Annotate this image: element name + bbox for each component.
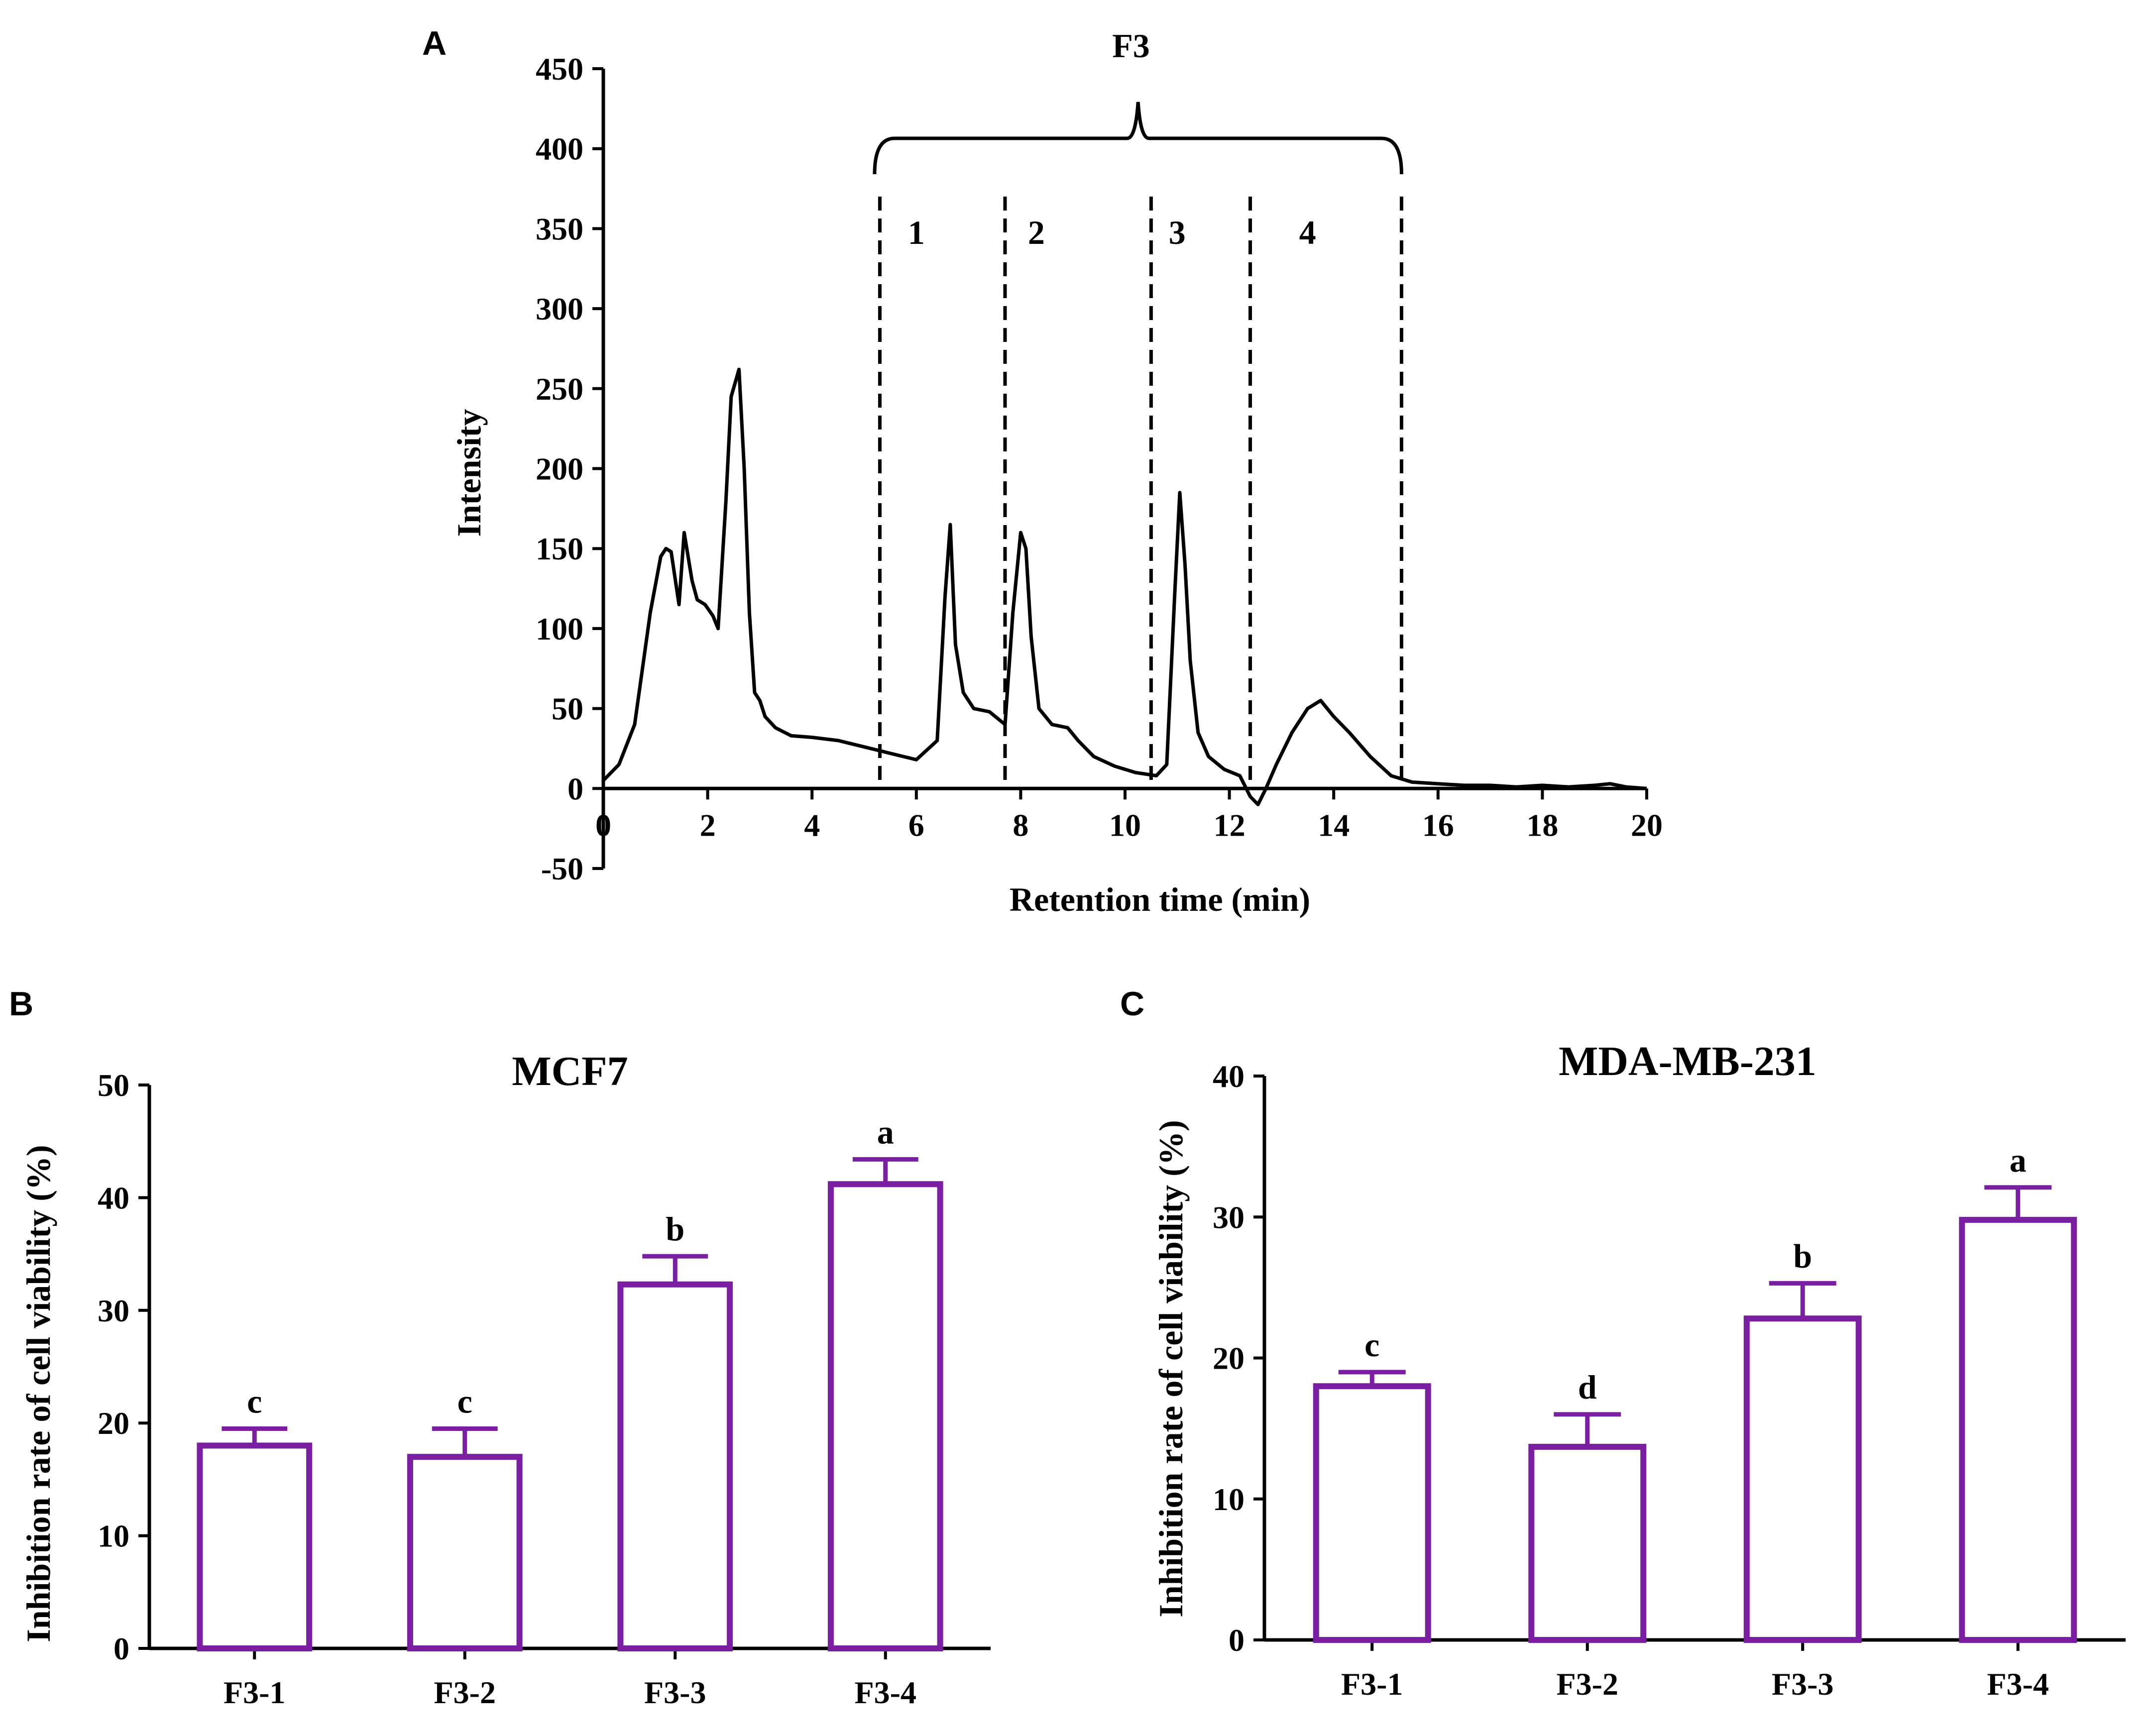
- chart-a-ytick-label-1: 0: [567, 771, 583, 806]
- chart-c-ytick-label-4: 40: [1213, 1059, 1244, 1094]
- chart-b-category-label-3: F3-3: [644, 1675, 706, 1710]
- chart-a-fraction-label-3: 4: [1299, 214, 1316, 251]
- chart-a-xtick-label-10: 20: [1631, 807, 1663, 843]
- chart-c-category-label-2: F3-2: [1557, 1666, 1618, 1702]
- chart-b-significance-4: a: [877, 1113, 894, 1151]
- chart-c-title: MDA-MB-231: [1559, 1038, 1816, 1085]
- chart-a-ytick-label-2: 50: [552, 691, 583, 727]
- chart-c-significance-1: c: [1364, 1326, 1379, 1364]
- chart-a-fraction-label-1: 2: [1028, 214, 1045, 251]
- chart-c-ytick-label-2: 20: [1213, 1341, 1244, 1376]
- chart-c-bar-1: [1313, 1383, 1431, 1643]
- chart-a-xtick-label-5: 10: [1109, 807, 1141, 843]
- chart-a-bracket-label: F3: [1112, 27, 1150, 65]
- chart-b-ytick-label-0: 0: [113, 1631, 129, 1666]
- panel-letter-a: A: [422, 24, 447, 62]
- chart-c-category-label-4: F3-4: [1987, 1666, 2049, 1702]
- chart-a-xtick-label-2: 4: [804, 807, 820, 843]
- chart-b-ylabel: Inhibition rate of cell viability (%): [19, 1145, 57, 1642]
- chart-b: MCF7 Inhibition rate of cell viability (…: [19, 1048, 991, 1710]
- chart-a-xtick-label-7: 14: [1318, 807, 1350, 843]
- chart-c-significance-4: a: [2010, 1141, 2027, 1179]
- chart-c-significance-2: d: [1578, 1368, 1597, 1406]
- chart-b-bar-4: [827, 1181, 943, 1651]
- chart-b-ytick-label-2: 20: [98, 1406, 129, 1441]
- panel-letter-b: B: [9, 985, 33, 1023]
- chart-c-bar-4: [1959, 1216, 2077, 1643]
- chart-a-xlabel: Retention time (min): [1010, 880, 1310, 918]
- chart-b-bar-2: [407, 1454, 523, 1652]
- chart-a-ytick-label-10: 450: [536, 51, 583, 87]
- chart-a-xtick-label-0: 0: [595, 807, 611, 843]
- chart-b-category-label-2: F3-2: [434, 1675, 496, 1710]
- chart-a-ytick-label-8: 350: [536, 211, 583, 246]
- chart-a-fraction-label-0: 1: [908, 214, 925, 251]
- chart-a: F3 Retention time (min) Intensity -50 0 50…: [450, 27, 1663, 918]
- chart-a-xtick-label-4: 8: [1013, 807, 1028, 843]
- chart-b-title: MCF7: [512, 1048, 628, 1094]
- chart-b-ytick-label-4: 40: [98, 1180, 129, 1215]
- chart-b-ytick-label-5: 50: [98, 1068, 129, 1103]
- chart-c-bar-3: [1743, 1315, 1862, 1643]
- chart-a-ytick-label-4: 150: [536, 531, 583, 566]
- chart-a-f3-bracket: [873, 102, 1403, 175]
- chart-a-fraction-label-2: 3: [1169, 214, 1186, 251]
- chart-c-ylabel: Inhibition rate of cell viability (%): [1152, 1120, 1190, 1617]
- chart-c-ytick-label-0: 0: [1229, 1623, 1244, 1658]
- chart-a-ylabel: Intensity: [450, 409, 488, 537]
- panel-letter-c: C: [1120, 985, 1144, 1023]
- chart-a-xtick-label-9: 18: [1526, 807, 1558, 843]
- chart-b-significance-1: c: [247, 1383, 262, 1420]
- chart-c-ytick-label-3: 30: [1213, 1199, 1244, 1235]
- chart-c-category-label-3: F3-3: [1772, 1666, 1833, 1702]
- chart-c-category-label-1: F3-1: [1341, 1666, 1403, 1702]
- chart-c-bar-2: [1528, 1443, 1647, 1643]
- chart-a-ytick-label-5: 200: [536, 451, 583, 487]
- chart-a-ytick-label-3: 100: [536, 611, 583, 647]
- chart-c-ytick-label-1: 10: [1213, 1482, 1244, 1517]
- chart-b-ytick-label-1: 10: [98, 1519, 129, 1554]
- chart-a-ytick-label-6: 250: [536, 371, 583, 407]
- chart-a-ytick-label-0: -50: [541, 851, 583, 886]
- chart-b-bar-1: [197, 1442, 313, 1651]
- chart-a-xtick-label-8: 16: [1422, 807, 1454, 843]
- chart-a-chromatogram-line: [602, 367, 1647, 806]
- chart-b-category-label-1: F3-1: [224, 1675, 285, 1710]
- chart-b-bar-3: [617, 1281, 733, 1651]
- chart-b-significance-3: b: [666, 1210, 684, 1248]
- chart-a-xtick-label-3: 6: [908, 807, 924, 843]
- chart-c: MDA-MB-231 Inhibition rate of cell viabi…: [1152, 1038, 2126, 1702]
- chart-a-xtick-label-6: 12: [1214, 807, 1245, 843]
- chart-b-significance-2: c: [457, 1383, 472, 1420]
- chart-a-ytick-label-9: 400: [536, 131, 583, 167]
- chart-b-ytick-label-3: 30: [98, 1293, 129, 1328]
- chart-a-xtick-label-1: 2: [700, 807, 716, 843]
- chart-b-category-label-4: F3-4: [855, 1675, 916, 1710]
- chart-c-significance-3: b: [1793, 1237, 1812, 1275]
- chart-a-ytick-label-7: 300: [536, 291, 583, 326]
